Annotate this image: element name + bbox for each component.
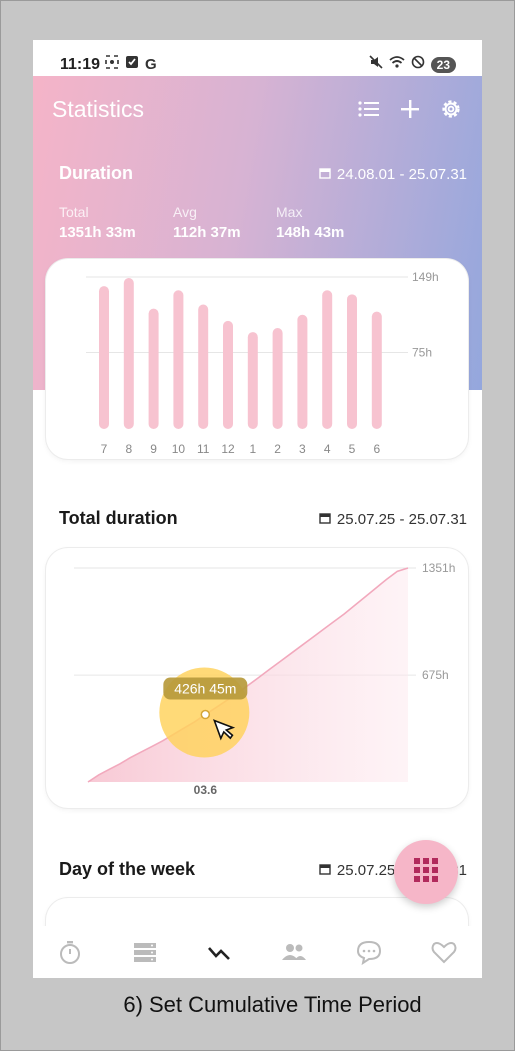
y-tick-label: 75h xyxy=(412,345,432,359)
bar xyxy=(198,304,209,429)
tooltip-box xyxy=(163,677,248,700)
bar xyxy=(322,290,333,429)
heart-icon[interactable] xyxy=(430,938,458,966)
selected-point xyxy=(200,709,211,720)
stat-avg-value: 112h 37m xyxy=(173,224,241,241)
area-fill xyxy=(88,568,408,782)
tooltip-text: 426h 45m xyxy=(174,681,236,697)
phone-screen: 11:19 G 23 Statistics Duration 24.08.01 … xyxy=(33,40,482,978)
bar xyxy=(99,286,109,429)
bar xyxy=(347,294,357,429)
menu-fab[interactable] xyxy=(394,840,458,904)
dnd-icon xyxy=(411,55,425,74)
mute-icon xyxy=(369,55,383,74)
friends-icon[interactable] xyxy=(280,938,308,966)
status-bar: 11:19 G 23 xyxy=(33,40,482,76)
timer-icon[interactable] xyxy=(56,938,84,966)
page-title: Statistics xyxy=(52,96,145,122)
duration-date-text: 24.08.01 - 25.07.31 xyxy=(336,166,467,183)
bar xyxy=(272,328,283,429)
stat-total-label: Total xyxy=(59,204,89,220)
x-tick-label: 11 xyxy=(197,442,210,456)
y-tick-label: 675h xyxy=(422,668,449,682)
chat-icon[interactable] xyxy=(355,938,383,966)
list-icon[interactable] xyxy=(358,100,380,123)
stat-total-value: 1351h 33m xyxy=(59,224,136,241)
x-tick-label: 7 xyxy=(101,442,108,456)
x-tick-label: 6 xyxy=(373,442,380,456)
x-tick-label: 1 xyxy=(249,442,256,456)
battery-indicator: 23 xyxy=(430,56,456,73)
duration-chart-card: 149h 75h 7 8 9 10 11 12 1 2 3 4 5 6 xyxy=(46,259,468,459)
duration-date-range[interactable]: 24.08.01 - 25.07.31 xyxy=(319,166,467,183)
records-icon[interactable] xyxy=(131,938,159,966)
area-line xyxy=(87,567,409,783)
bar xyxy=(247,332,258,429)
bar xyxy=(123,278,134,429)
status-time: 11:19 xyxy=(60,56,101,73)
calendar-icon xyxy=(319,511,331,528)
total-duration-date-text: 25.07.25 - 25.07.31 xyxy=(336,511,467,528)
x-tick-label: 4 xyxy=(324,442,331,456)
stat-avg-label: Avg xyxy=(173,204,197,220)
x-tick-label: 9 xyxy=(150,442,157,456)
x-tick-label: 10 xyxy=(172,442,186,456)
check-icon xyxy=(125,55,139,74)
day-of-week-title: Day of the week xyxy=(59,859,196,879)
stat-max-value: 148h 43m xyxy=(276,224,345,241)
bottom-navigation xyxy=(33,926,482,978)
x-tick-label: 5 xyxy=(349,442,356,456)
gear-icon[interactable] xyxy=(440,98,462,125)
bar xyxy=(148,308,159,429)
calendar-icon xyxy=(319,166,331,183)
calendar-icon xyxy=(319,862,331,879)
x-axis-label: 03.6 xyxy=(194,783,218,797)
pointer-cursor-icon xyxy=(212,719,236,741)
total-duration-area-chart[interactable]: 1351h 675h 426h 45m 03.6 xyxy=(46,548,468,808)
bar xyxy=(173,290,184,429)
screenshot-icon xyxy=(105,55,119,74)
y-tick-label: 1351h xyxy=(422,561,455,575)
wifi-icon xyxy=(389,55,405,74)
y-tick-label: 149h xyxy=(412,270,439,284)
x-tick-label: 8 xyxy=(125,442,132,456)
total-duration-date-range[interactable]: 25.07.25 - 25.07.31 xyxy=(319,511,467,528)
duration-title: Duration xyxy=(59,163,133,183)
total-duration-title: Total duration xyxy=(59,508,178,528)
stat-max-label: Max xyxy=(276,204,303,220)
x-tick-label: 3 xyxy=(299,442,306,456)
caption: 6) Set Cumulative Time Period xyxy=(123,992,422,1017)
bar xyxy=(371,311,382,429)
add-icon[interactable] xyxy=(400,99,420,124)
x-tick-label: 12 xyxy=(221,442,235,456)
x-tick-label: 2 xyxy=(274,442,281,456)
bar xyxy=(297,314,308,429)
google-icon: G xyxy=(145,56,157,73)
grid-icon xyxy=(413,857,439,888)
total-duration-chart-card: 1351h 675h 426h 45m 03.6 xyxy=(46,548,468,808)
bar xyxy=(223,320,233,429)
statistics-icon[interactable] xyxy=(205,938,233,966)
